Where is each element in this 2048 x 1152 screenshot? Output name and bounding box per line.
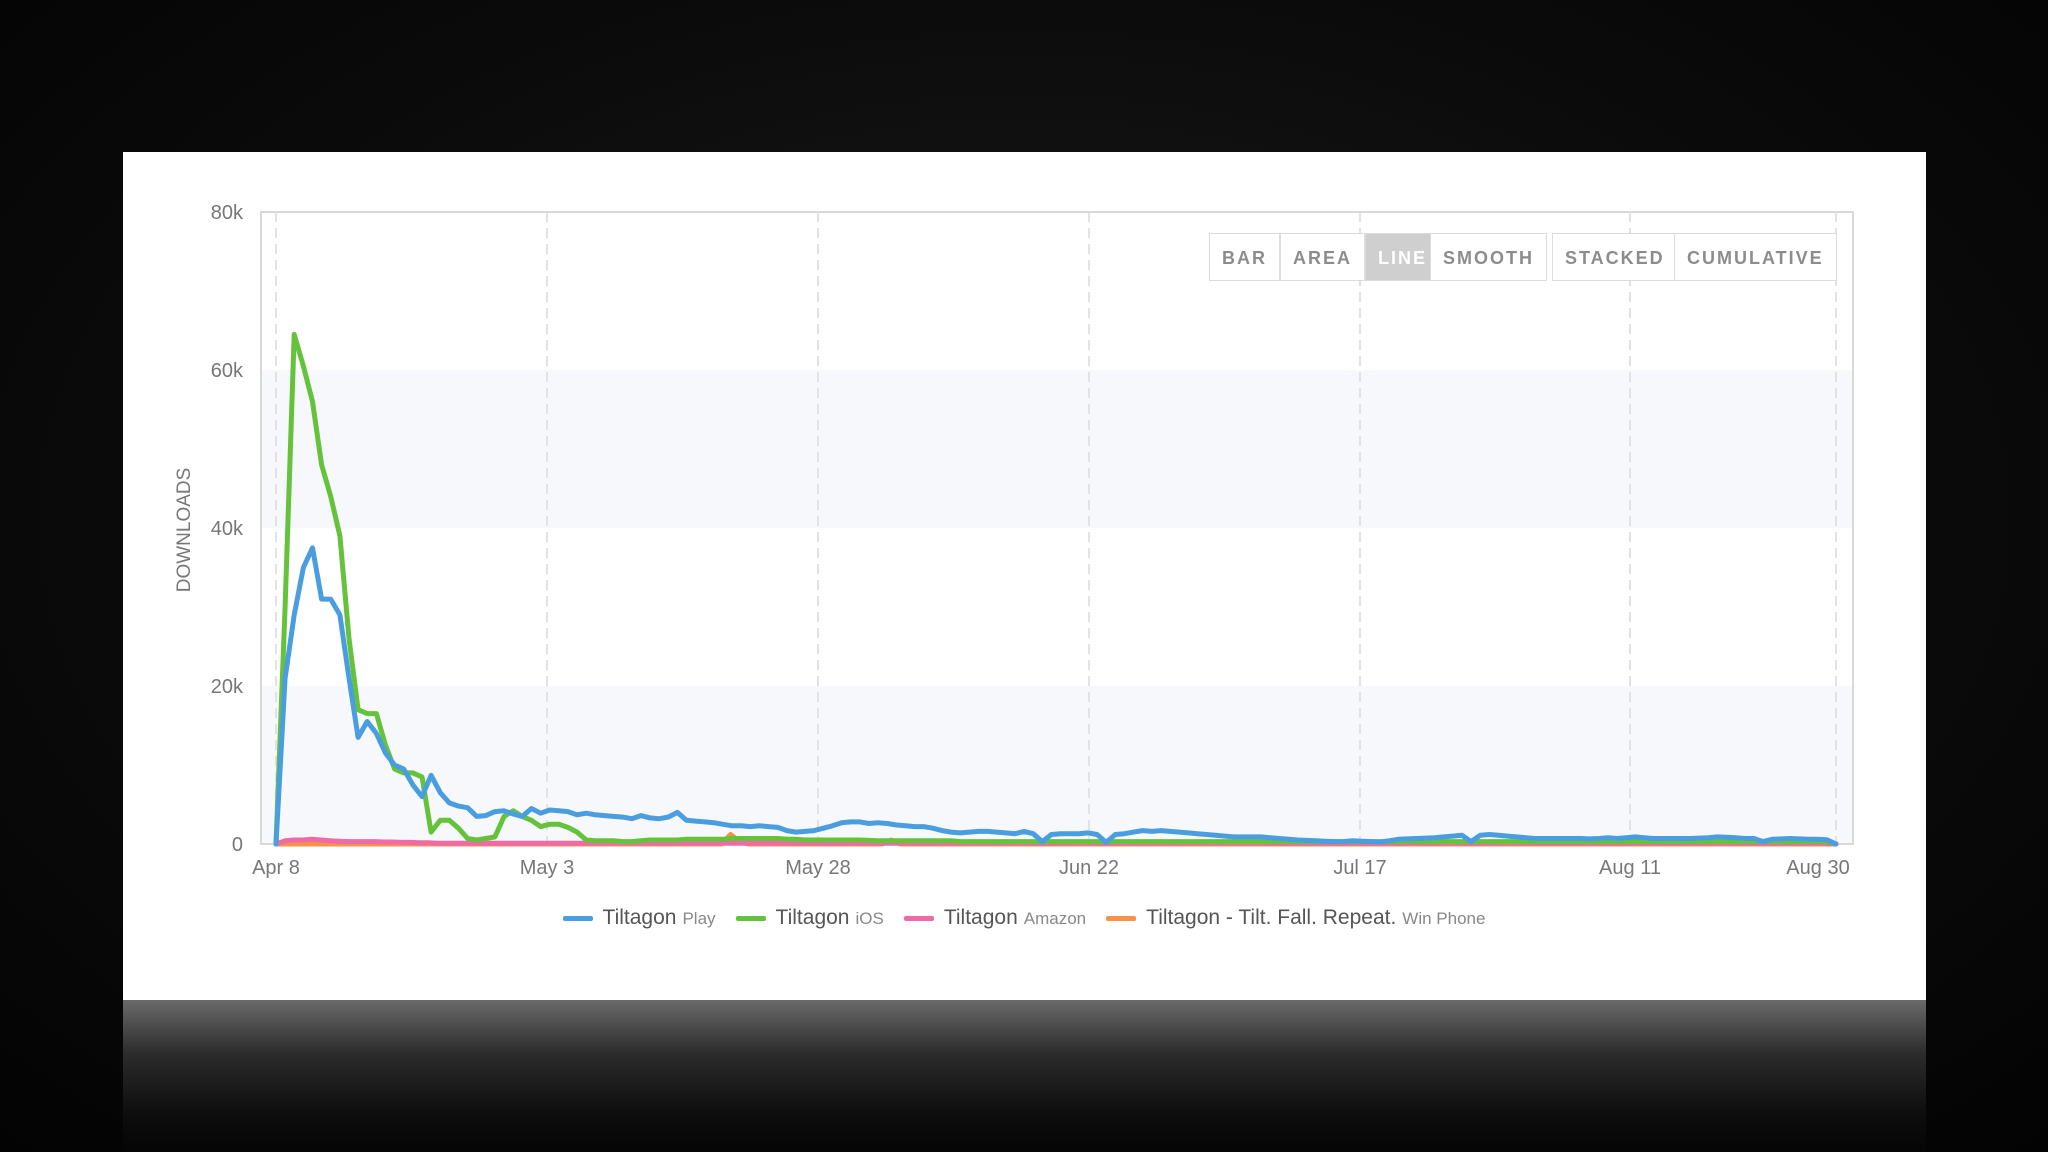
line-toggle-button[interactable]: LINE [1365,233,1441,281]
legend-platform-label: Amazon [1023,909,1087,928]
y-axis-label: DOWNLOADS [174,468,195,593]
x-tick-label: Aug 11 [1599,857,1661,879]
chart-legend: Tiltagon Play Tiltagon iOS Tiltagon Amazon Til… [0,906,2048,930]
legend-swatch [735,915,766,921]
legend-reflection [123,1000,1926,1003]
x-tick-label: Jun 22 [1059,857,1119,879]
legend-series-name: Tiltagon Amazon [943,906,1087,929]
legend-item-ios[interactable]: Tiltagon iOS [735,906,884,930]
legend-series-name: Tiltagon Play [602,906,716,929]
y-tick-label: 80k [211,202,244,224]
panel-reflection [123,1000,1926,1152]
x-tick-label: Jul 17 [1333,857,1386,879]
grid-band [261,370,1853,528]
series-line-ios [273,331,1839,847]
series-line-play [273,545,1839,847]
legend-item-win-phone[interactable]: Tiltagon - Tilt. Fall. Repeat. Win Phone [1106,906,1485,930]
legend-series-name: Tiltagon iOS [775,906,884,929]
x-tick-label: May 28 [785,857,851,879]
area-toggle-button[interactable]: AREA [1280,233,1366,281]
y-tick-label: 40k [211,518,244,540]
chart-type-toggle-group: BAR AREA LINE [1209,233,1441,281]
y-tick-label: 0 [232,834,243,856]
x-tick-label: Apr 8 [252,857,300,879]
y-tick-label: 60k [211,360,244,382]
legend-platform-label: Win Phone [1402,909,1486,928]
legend-platform-label: Play [682,909,716,928]
cumulative-toggle-button[interactable]: CUMULATIVE [1674,233,1837,281]
x-tick-label: May 3 [520,857,574,879]
y-tick-label: 20k [211,676,244,698]
legend-item-amazon[interactable]: Tiltagon Amazon [903,906,1087,930]
stacked-toggle-group: STACKED [1552,233,1678,281]
smooth-toggle-group: SMOOTH [1430,233,1547,281]
x-tick-label: Aug 30 [1786,857,1849,879]
cumulative-toggle-group: CUMULATIVE [1674,233,1837,281]
bar-toggle-button[interactable]: BAR [1209,233,1280,281]
legend-swatch [903,915,934,921]
legend-item-play[interactable]: Tiltagon Play [562,906,716,930]
legend-swatch [1106,915,1137,921]
stacked-toggle-button[interactable]: STACKED [1552,233,1678,281]
legend-platform-label: iOS [855,909,884,928]
legend-series-name: Tiltagon - Tilt. Fall. Repeat. Win Phone [1146,906,1486,929]
smooth-toggle-button[interactable]: SMOOTH [1430,233,1547,281]
chart-panel [123,152,1926,1000]
legend-swatch [562,915,593,921]
